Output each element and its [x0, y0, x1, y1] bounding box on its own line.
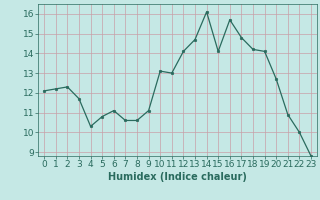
- X-axis label: Humidex (Indice chaleur): Humidex (Indice chaleur): [108, 172, 247, 182]
